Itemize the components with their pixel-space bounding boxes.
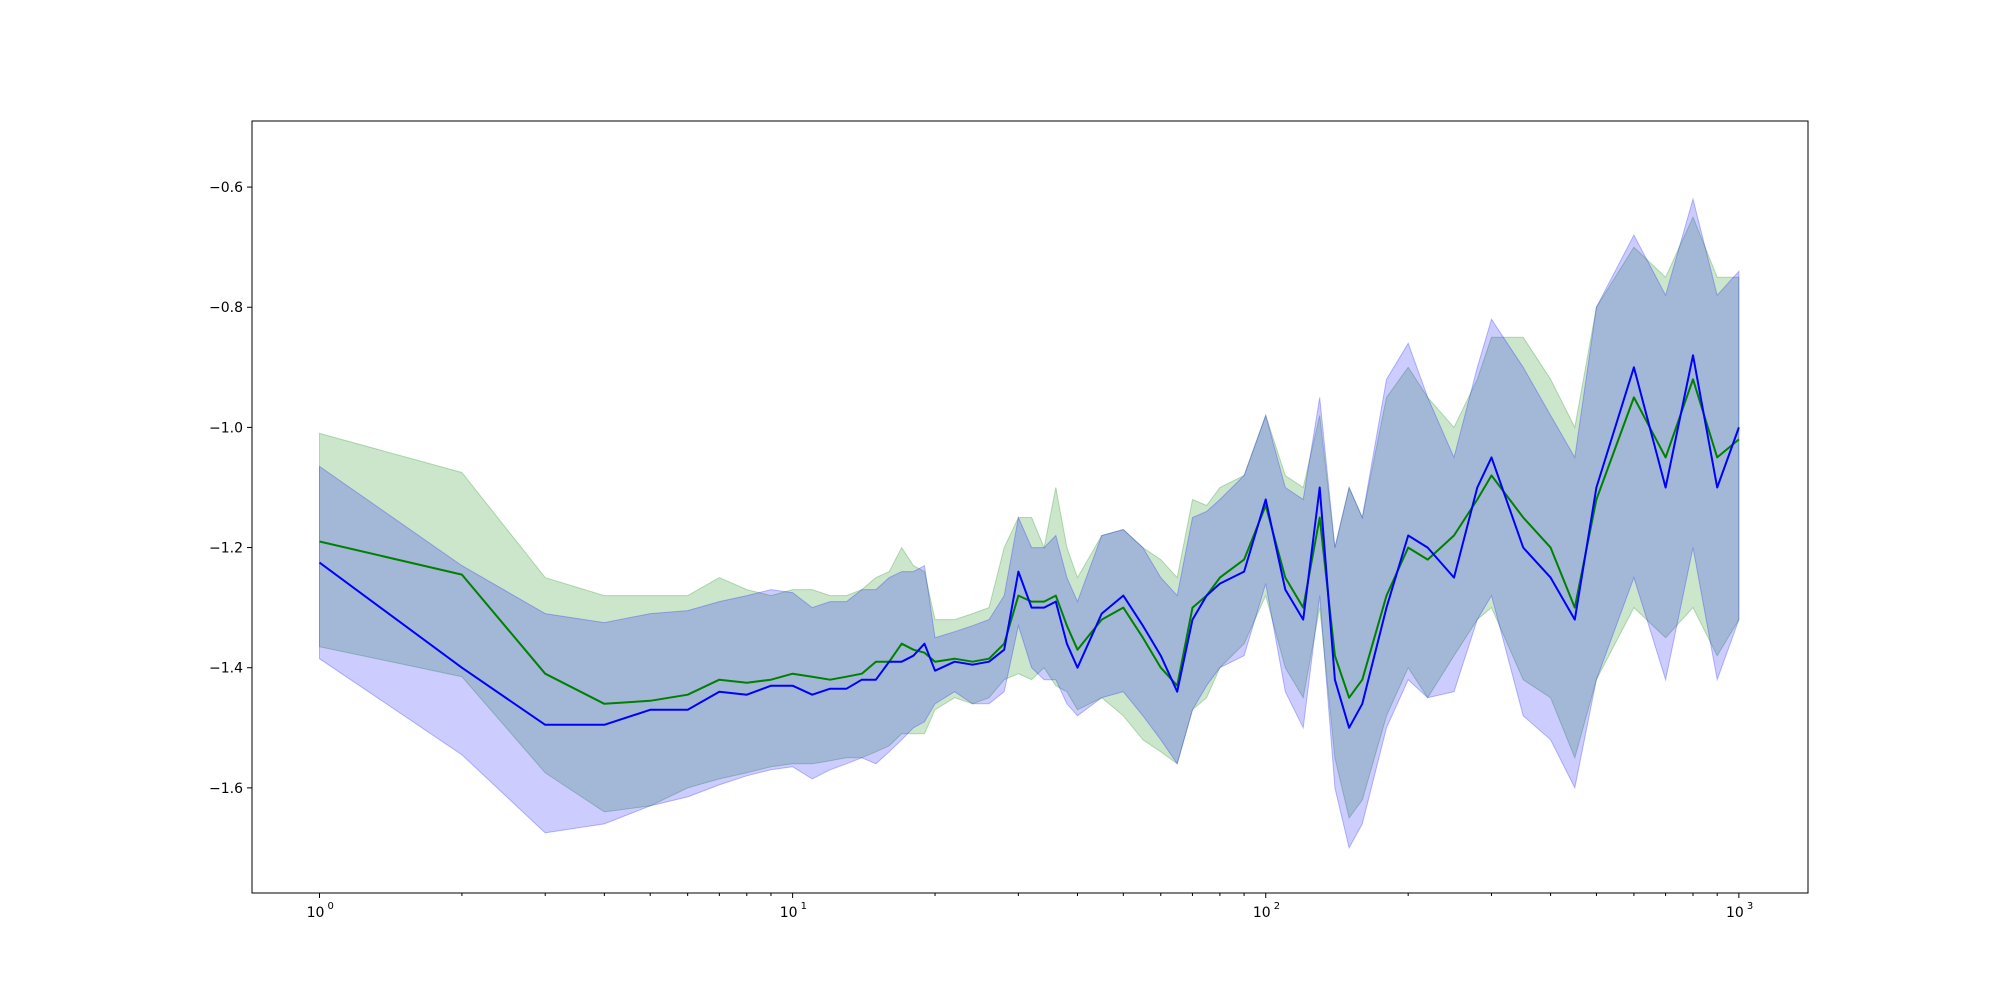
series-2-band: [319, 197, 1740, 850]
x-tick-exponent: 2: [1274, 901, 1280, 912]
confidence-bands: [319, 197, 1740, 850]
y-tick-label: −1.4: [209, 661, 243, 677]
x-tick-label: 10: [307, 905, 325, 921]
series-1-line: [319, 378, 1740, 705]
plot-frame: [251, 120, 1809, 894]
series-1-band: [319, 215, 1740, 820]
x-tick-label: 10: [1253, 905, 1271, 921]
y-tick-label: −1.6: [209, 781, 243, 797]
y-tick-label: −1.2: [209, 541, 243, 557]
y-tick-label: −0.6: [209, 180, 243, 196]
y-tick-label: −0.8: [209, 300, 243, 316]
x-tick-exponent: 3: [1747, 901, 1753, 912]
x-tick-exponent: 1: [801, 901, 807, 912]
series-2-line: [318, 354, 1740, 729]
x-tick-label: 10: [780, 905, 798, 921]
x-axis-ticks: 10 0 10 1 10 2 10 3: [307, 893, 1753, 921]
x-tick-exponent: 0: [327, 901, 333, 912]
y-axis-ticks: −0.6 −0.8 −1.0 −1.2 −1.4 −1.6: [209, 180, 252, 797]
y-tick-label: −1.0: [209, 420, 243, 436]
x-tick-label: 10: [1726, 905, 1744, 921]
series-lines: [318, 354, 1740, 729]
